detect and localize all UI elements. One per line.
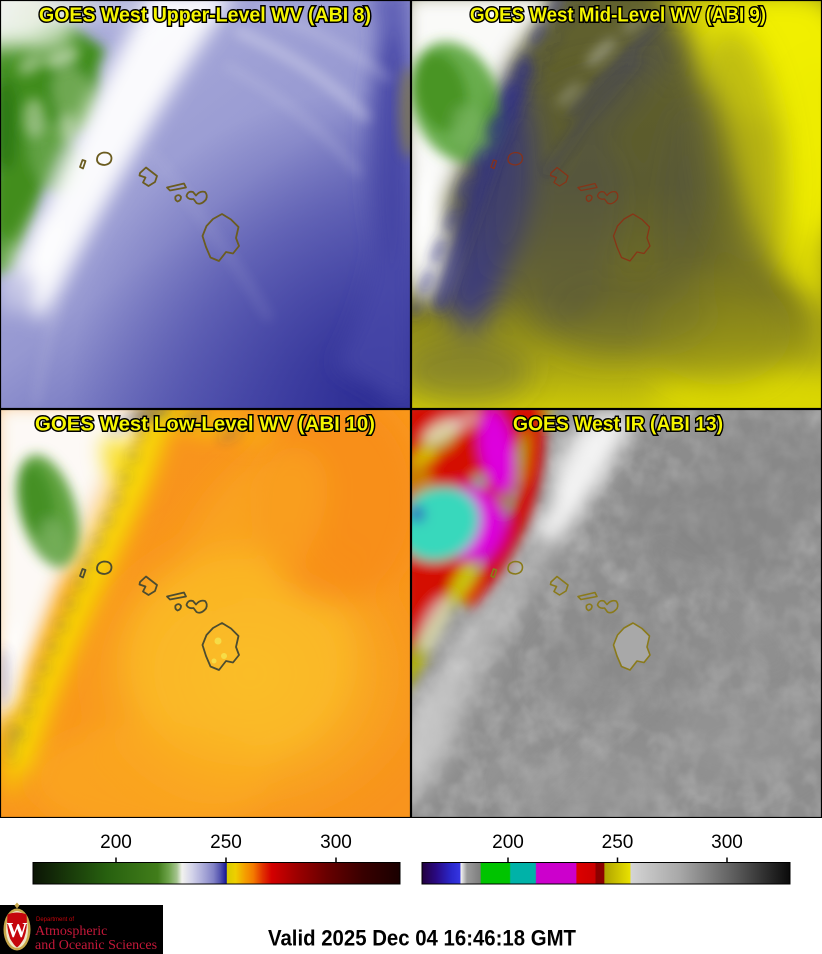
svg-text:Atmospheric: Atmospheric bbox=[35, 924, 107, 939]
svg-text:200: 200 bbox=[492, 832, 524, 853]
svg-text:GOES West Mid-Level WV (ABI 9): GOES West Mid-Level WV (ABI 9) bbox=[470, 5, 766, 27]
svg-text:and Oceanic Sciences: and Oceanic Sciences bbox=[35, 938, 157, 953]
svg-text:300: 300 bbox=[320, 832, 352, 853]
svg-text:250: 250 bbox=[602, 832, 634, 853]
svg-text:W: W bbox=[7, 918, 28, 942]
svg-text:Department of: Department of bbox=[36, 917, 74, 923]
svg-text:250: 250 bbox=[210, 832, 242, 853]
svg-text:GOES West Upper-Level WV (ABI: GOES West Upper-Level WV (ABI 8) bbox=[39, 5, 371, 27]
svg-text:300: 300 bbox=[711, 832, 743, 853]
svg-text:Valid 2025 Dec 04 16:46:18 GMT: Valid 2025 Dec 04 16:46:18 GMT bbox=[268, 926, 577, 951]
svg-text:GOES West IR (ABI 13): GOES West IR (ABI 13) bbox=[513, 414, 723, 436]
svg-text:GOES West Low-Level WV (ABI 10: GOES West Low-Level WV (ABI 10) bbox=[35, 414, 375, 436]
svg-text:200: 200 bbox=[100, 832, 132, 853]
